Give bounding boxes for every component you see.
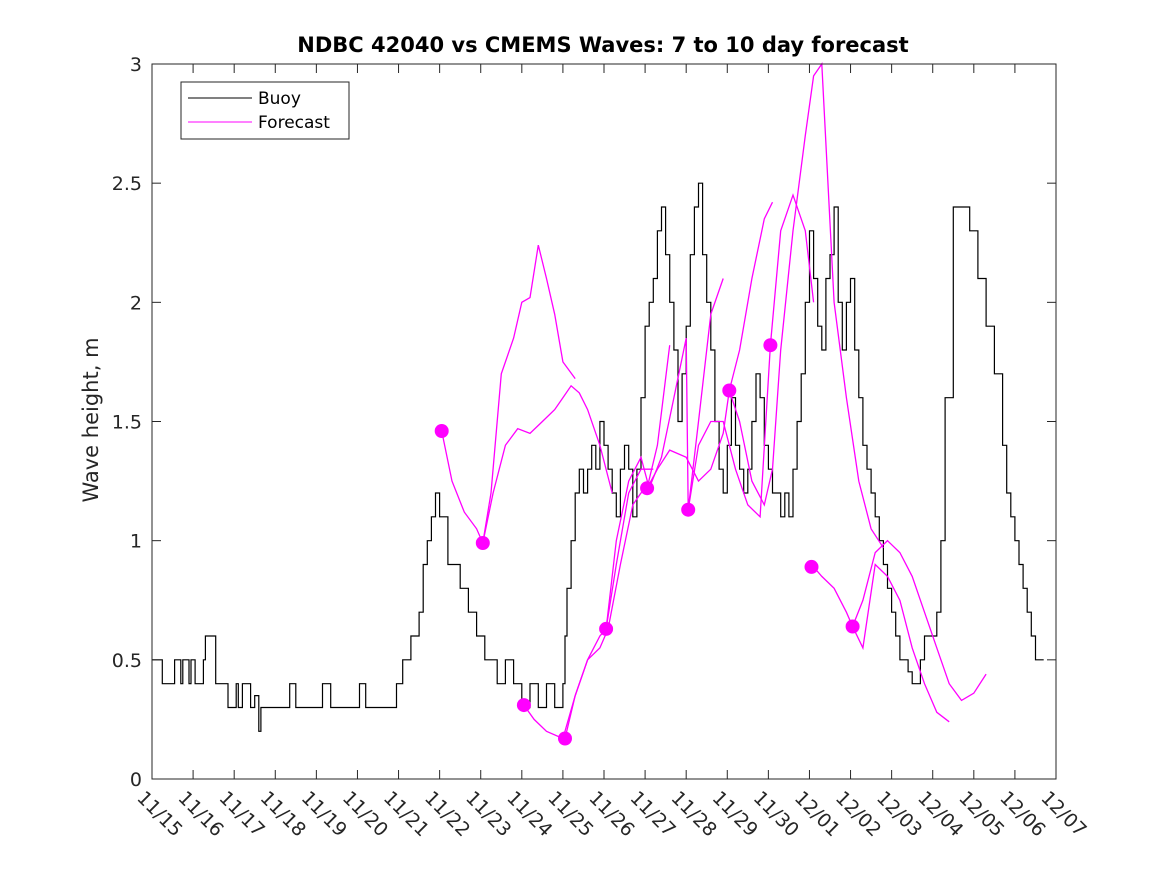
legend-box	[180, 81, 350, 140]
y-axis-label: Wave height, m	[79, 337, 103, 502]
buoy-series	[152, 182, 1044, 732]
legend-forecast-label: Forecast	[258, 113, 330, 133]
forecast-line-8	[728, 62, 884, 549]
forecast-marker-1	[434, 424, 449, 438]
y-tick-label: 0	[130, 769, 142, 791]
forecast-line-1	[441, 244, 576, 546]
forecast-line-7	[687, 193, 815, 519]
forecast-line-5	[605, 278, 724, 629]
forecast-series-group	[441, 62, 987, 740]
forecast-marker-4	[558, 731, 572, 746]
forecast-line-3	[523, 468, 654, 740]
legend-buoy-label: Buoy	[258, 89, 301, 109]
y-tick-label: 1	[130, 531, 142, 553]
forecast-marker-10	[804, 559, 819, 574]
forecast-marker-9	[763, 338, 778, 353]
y-tick-label: 2.5	[112, 173, 142, 195]
forecast-line-10	[851, 539, 987, 702]
forecast-marker-6	[640, 481, 655, 496]
legend: Buoy Forecast	[180, 81, 350, 140]
forecast-marker-3	[516, 698, 531, 713]
y-tick-label: 3	[130, 54, 142, 76]
buoy-line	[152, 182, 1044, 732]
y-tick-label: 1.5	[112, 412, 142, 434]
forecast-marker-11	[845, 619, 860, 634]
y-tick-label: 2	[130, 292, 142, 314]
y-axis: 0 0.5 1 1.5 2 2.5 3	[112, 54, 1056, 791]
forecast-line-6	[646, 201, 774, 489]
chart-title: NDBC 42040 vs CMEMS Waves: 7 to 10 day f…	[297, 33, 908, 57]
forecast-start-markers	[434, 338, 860, 746]
forecast-marker-8	[722, 383, 737, 398]
forecast-line-2	[482, 384, 613, 544]
forecast-marker-7	[681, 502, 696, 517]
plot-area: 11/1511/1611/1711/1811/1911/2011/2111/22…	[112, 54, 1091, 841]
forecast-line-9	[813, 563, 950, 723]
y-tick-label: 0.5	[112, 650, 142, 672]
forecast-marker-2	[475, 536, 490, 550]
forecast-line-4	[564, 345, 671, 739]
forecast-marker-5	[599, 621, 614, 636]
